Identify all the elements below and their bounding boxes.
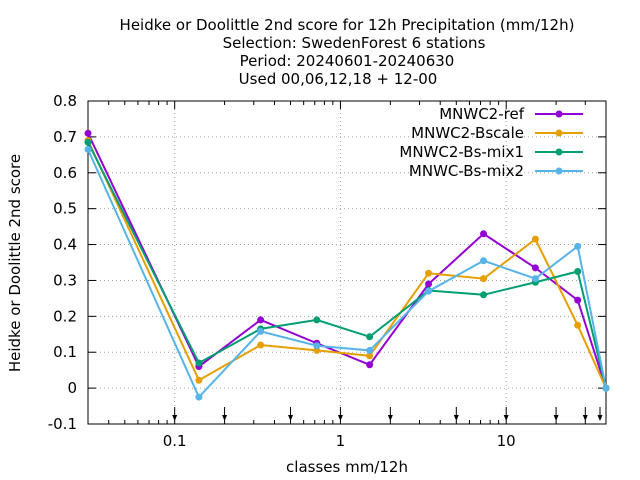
y-tick-label: 0.6	[53, 164, 77, 182]
data-point	[195, 393, 203, 401]
legend: MNWC2-refMNWC2-BscaleMNWC2-Bs-mix1MNWC-B…	[399, 105, 583, 180]
threshold-marker	[453, 407, 459, 421]
data-point	[366, 361, 374, 369]
threshold-marker	[172, 407, 178, 421]
data-point	[574, 267, 582, 275]
series-MNWC-Bs-mix2	[84, 145, 610, 401]
data-point	[366, 333, 374, 341]
data-point	[257, 341, 265, 349]
data-point	[574, 296, 582, 304]
data-point	[313, 342, 321, 350]
chart-title-line-1: Heidke or Doolittle 2nd score for 12h Pr…	[120, 16, 575, 34]
legend-marker	[555, 167, 563, 175]
legend-entry: MNWC2-ref	[439, 105, 583, 123]
chart-title-line-3: Period: 20240601-20240630	[240, 52, 455, 70]
data-point	[195, 376, 203, 384]
data-point	[480, 230, 488, 238]
x-tick-label: 10	[497, 432, 516, 450]
data-point	[84, 138, 92, 146]
chart-title: Heidke or Doolittle 2nd score for 12h Pr…	[120, 16, 575, 88]
threshold-marker	[337, 407, 343, 421]
x-tick-label: 0.1	[163, 432, 187, 450]
data-point	[84, 129, 92, 137]
data-point	[480, 257, 488, 265]
data-point	[574, 321, 582, 329]
data-point	[425, 287, 433, 295]
legend-marker	[555, 148, 563, 156]
data-point	[366, 352, 374, 360]
legend-label: MNWC-Bs-mix2	[409, 162, 524, 180]
y-axis-label: Heidke or Doolittle 2nd score	[6, 154, 24, 372]
data-point	[366, 346, 374, 354]
chart-title-line-4: Used 00,06,12,18 + 12-00	[239, 70, 438, 88]
threshold-marker	[582, 407, 588, 421]
y-tick-label: 0.3	[53, 271, 77, 289]
data-point	[574, 242, 582, 250]
series-MNWC2-ref	[84, 129, 610, 392]
data-point	[531, 235, 539, 243]
y-tick-label: 0.5	[53, 200, 77, 218]
legend-label: MNWC2-Bs-mix1	[399, 143, 524, 161]
legend-label: MNWC2-ref	[439, 105, 524, 123]
y-tick-label: 0	[67, 379, 77, 397]
plot-frame	[87, 100, 607, 425]
data-point	[195, 359, 203, 367]
chart-title-line-2: Selection: SwedenForest 6 stations	[223, 34, 486, 52]
axis-ticks: -0.1 0 0.1 0.2 0.3 0.4 0.5 0.6 0.7 0.8 0.1 1 10	[48, 92, 606, 450]
x-tick-label: 1	[336, 432, 346, 450]
data-point	[425, 280, 433, 288]
y-tick-label: 0.1	[53, 343, 77, 361]
threshold-marker	[503, 407, 509, 421]
data-point	[84, 145, 92, 153]
series-line	[87, 149, 607, 399]
threshold-marker	[597, 407, 603, 421]
threshold-markers	[172, 407, 603, 421]
series-line	[87, 132, 607, 389]
data-point	[425, 269, 433, 277]
y-tick-label: 0.7	[53, 128, 77, 146]
data-point	[313, 316, 321, 324]
legend-label: MNWC2-Bscale	[411, 124, 524, 142]
data-point	[531, 275, 539, 283]
legend-entry: MNWC-Bs-mix2	[409, 162, 583, 180]
series-line	[87, 141, 607, 389]
legend-entry: MNWC2-Bs-mix1	[399, 143, 583, 161]
data-point	[602, 384, 610, 392]
y-tick-label: 0.4	[53, 236, 77, 254]
legend-entry: MNWC2-Bscale	[411, 124, 583, 142]
y-tick-label: 0.2	[53, 307, 77, 325]
legend-marker	[555, 129, 563, 137]
data-point	[480, 291, 488, 299]
threshold-marker	[288, 407, 294, 421]
data-point	[531, 264, 539, 272]
legend-marker	[555, 110, 563, 118]
data-point	[480, 275, 488, 283]
threshold-marker	[553, 407, 559, 421]
threshold-marker	[387, 407, 393, 421]
threshold-marker	[222, 407, 228, 421]
data-point	[257, 327, 265, 335]
x-axis-label: classes mm/12h	[286, 458, 408, 476]
series-lines	[84, 129, 610, 401]
y-tick-label: 0.8	[53, 92, 77, 110]
data-point	[257, 316, 265, 324]
y-tick-label: -0.1	[48, 415, 77, 433]
